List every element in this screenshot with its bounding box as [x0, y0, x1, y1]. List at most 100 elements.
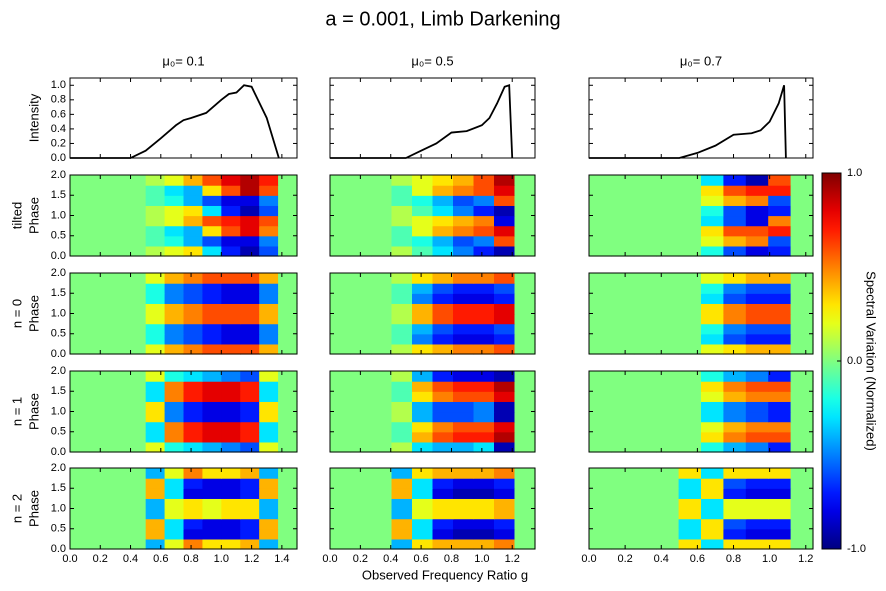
heatmap-cell	[371, 518, 393, 530]
heatmap-cell	[412, 381, 434, 392]
heatmap-cell	[371, 498, 393, 510]
heatmap-cell	[145, 273, 166, 284]
heatmap-cell	[107, 343, 128, 355]
heatmap-cell	[221, 225, 241, 237]
heatmap-cell	[259, 411, 279, 423]
heatmap-cell	[768, 381, 792, 392]
heatmap-cell	[350, 441, 372, 453]
x-tick-label: 0.2	[93, 553, 108, 565]
heatmap-cell	[164, 205, 185, 217]
heatmap-cell	[514, 205, 536, 217]
heatmap-cell	[183, 185, 204, 196]
heatmap-cell	[126, 175, 147, 186]
heatmap-cell	[701, 195, 724, 206]
heatmap-cell	[70, 195, 90, 206]
heatmap-cell	[259, 371, 279, 382]
heatmap-cell	[453, 283, 475, 294]
heatmap-cell	[412, 528, 434, 540]
heatmap-cell	[611, 508, 635, 520]
heatmap-cell	[633, 381, 657, 392]
heatmap-cell	[88, 421, 109, 433]
heatmap-cell	[330, 391, 352, 402]
heatmap-cell	[126, 185, 147, 196]
heatmap-cell	[330, 235, 352, 247]
heatmap-cell	[745, 488, 769, 499]
heatmap-cell	[371, 538, 393, 550]
heatmap-cell	[107, 235, 128, 247]
heatmap-cell	[723, 215, 747, 227]
y-tick-label: 2.0	[51, 365, 66, 377]
heatmap-cell	[88, 293, 109, 304]
heatmap-cell	[126, 235, 147, 247]
heatmap-cell	[391, 488, 413, 499]
heatmap-cell	[768, 195, 792, 206]
heatmap-cell	[391, 235, 413, 247]
heatmap-cell	[611, 225, 635, 237]
heatmap-cell	[350, 508, 372, 520]
heatmap-cell	[412, 431, 434, 443]
heatmap-cell	[723, 235, 747, 247]
heatmap-cell	[633, 391, 657, 402]
heatmap-cell	[494, 528, 516, 540]
intensity-line	[330, 84, 514, 159]
heatmap-cell	[432, 273, 454, 284]
heatmap-cell	[183, 343, 204, 355]
heatmap-cell	[412, 498, 434, 510]
heatmap-cell	[278, 468, 298, 479]
heatmap-cell	[473, 488, 495, 499]
figure-title: a = 0.001, Limb Darkening	[325, 8, 560, 30]
heatmap-cell	[701, 205, 724, 217]
heatmap-cell	[350, 411, 372, 423]
heatmap-cell	[514, 371, 536, 382]
heatmap-cell	[656, 323, 680, 335]
heatmap-cell	[790, 538, 814, 550]
heatmap-cell	[514, 195, 536, 206]
heatmap-cell	[278, 323, 298, 335]
x-tick-label: 0.8	[726, 553, 741, 565]
heatmap-cell	[494, 313, 516, 325]
heatmap-cell	[88, 235, 109, 247]
heatmap-cell	[330, 293, 352, 304]
heatmap-cell	[701, 381, 724, 392]
heatmap-cell	[391, 303, 413, 315]
heatmap-cell	[514, 303, 536, 315]
heatmap-cell	[88, 518, 109, 530]
heatmap-cell	[701, 235, 724, 247]
heatmap-cell	[723, 343, 747, 355]
heatmap-cell	[514, 508, 536, 520]
heatmap-cell	[745, 468, 769, 479]
heatmap-cell	[145, 441, 166, 453]
heatmap-cell	[768, 431, 792, 443]
heatmap-cell	[240, 498, 260, 510]
heatmap-cell	[656, 421, 680, 433]
heatmap-cell	[453, 333, 475, 345]
heatmap-cell	[656, 293, 680, 304]
heatmap-cell	[259, 488, 279, 499]
heatmap-cell	[412, 468, 434, 479]
heatmap-cell	[701, 225, 724, 237]
axes-frame	[588, 77, 814, 159]
heatmap-cell	[202, 235, 222, 247]
heatmap-cell	[514, 273, 536, 284]
heatmap-cell	[432, 343, 454, 355]
heatmap-cell	[412, 421, 434, 433]
heatmap-cell	[107, 431, 128, 443]
heatmap-cell	[790, 508, 814, 520]
heatmap-cell	[202, 401, 222, 413]
y-axis-label: Phase	[26, 393, 41, 430]
heatmap-cell	[678, 488, 702, 499]
heatmap-cell	[790, 293, 814, 304]
heatmap-cell	[183, 235, 204, 247]
heatmap-cell	[494, 333, 516, 345]
heatmap-cell	[330, 205, 352, 217]
heatmap-cell	[107, 333, 128, 345]
heatmap-cell	[391, 478, 413, 489]
heatmap-cell	[391, 343, 413, 355]
heatmap-cell	[202, 498, 222, 510]
heatmap-cell	[202, 431, 222, 443]
heatmap-cell	[633, 441, 657, 453]
heatmap-cell	[701, 303, 724, 315]
heatmap-cell	[164, 333, 185, 345]
heatmap-cell	[745, 333, 769, 345]
